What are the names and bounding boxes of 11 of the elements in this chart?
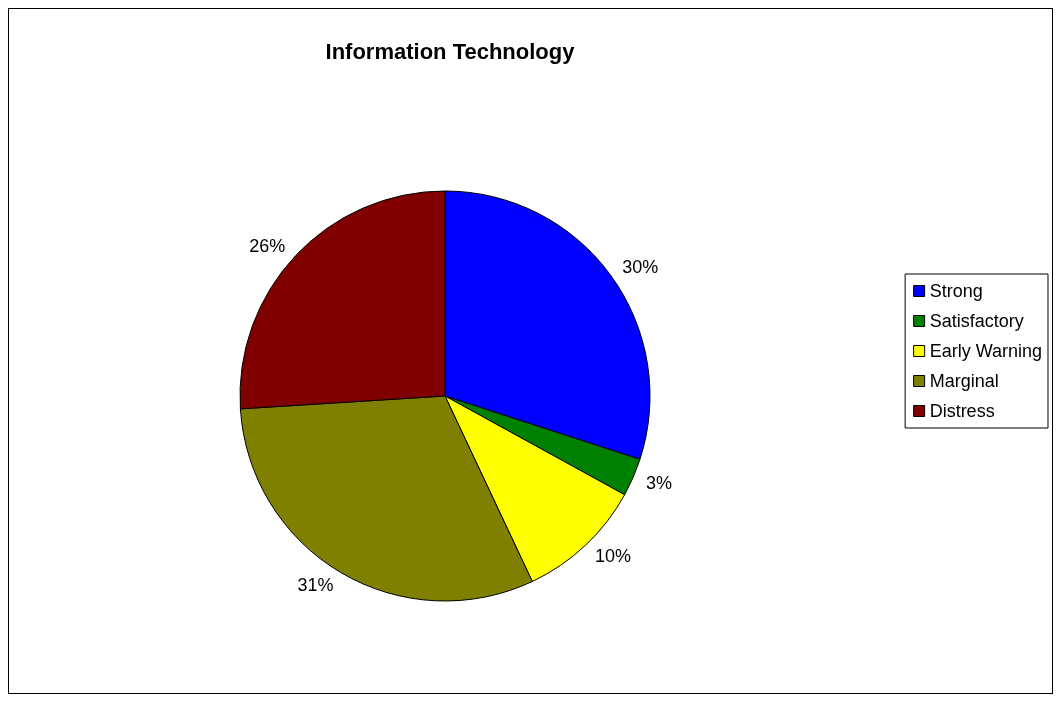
legend-label: Distress: [929, 401, 995, 421]
legend-label: Strong: [929, 281, 983, 301]
legend-label: Marginal: [929, 371, 999, 391]
chart-title: Information Technology: [325, 38, 576, 64]
data-label: 26%: [249, 236, 286, 257]
data-label: 30%: [622, 257, 659, 278]
legend-label: Satisfactory: [929, 311, 1024, 331]
data-label: 3%: [645, 472, 672, 493]
legend-label: Early Warning: [929, 341, 1043, 361]
data-label: 10%: [594, 545, 631, 566]
data-label: 31%: [297, 574, 334, 595]
